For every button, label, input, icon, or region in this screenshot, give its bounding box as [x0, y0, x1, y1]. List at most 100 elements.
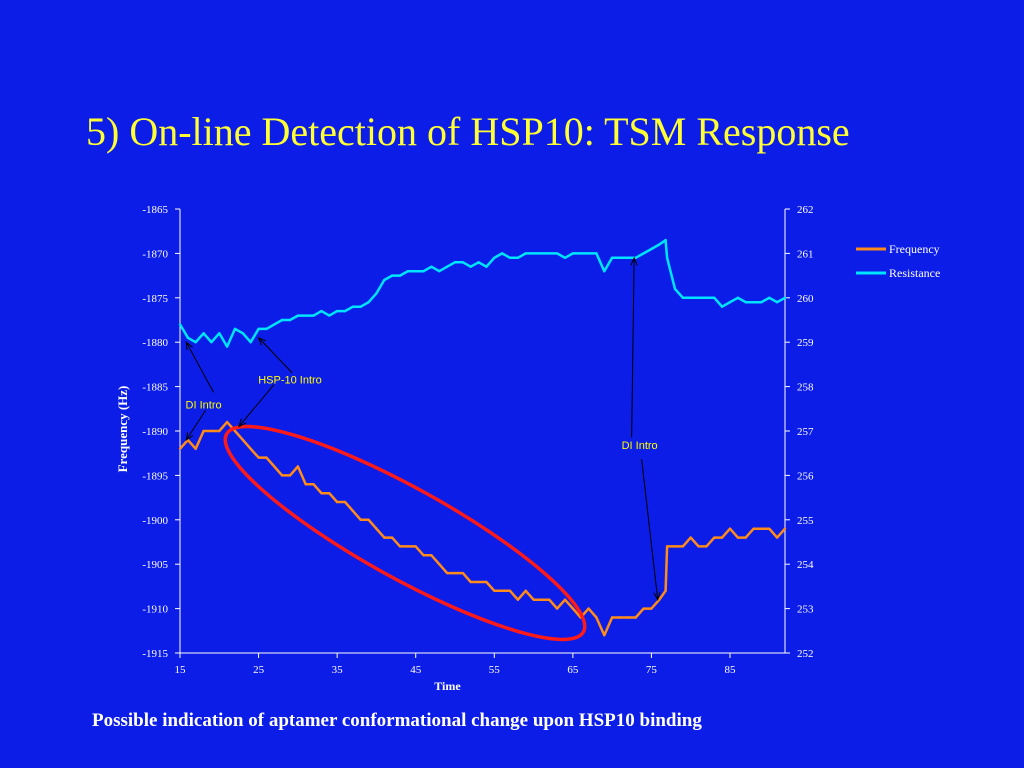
y2-tick-label: 257 — [797, 426, 814, 438]
y2-tick-label: 252 — [797, 648, 814, 660]
data-point-frequency — [736, 536, 740, 539]
data-point-resistance — [524, 252, 527, 255]
data-point-frequency — [225, 420, 229, 424]
data-point-frequency — [398, 545, 402, 548]
y-tick-label: -1905 — [142, 559, 168, 571]
arrow-di-intro-2-frequency — [641, 459, 659, 600]
data-point-frequency — [406, 545, 410, 548]
data-point-resistance — [414, 270, 417, 273]
data-point-resistance — [296, 314, 300, 317]
slide-caption: Possible indication of aptamer conformat… — [92, 710, 702, 731]
data-point-resistance — [477, 261, 480, 264]
data-point-resistance — [257, 327, 260, 331]
y-tick-label: -1880 — [142, 337, 168, 349]
annotation-di-intro-1: DI Intro — [186, 399, 222, 411]
y2-tick-label: 256 — [797, 470, 814, 482]
data-point-resistance — [705, 296, 708, 299]
arrow-di-intro-1-resistance-head — [185, 341, 193, 351]
data-point-resistance — [768, 296, 771, 299]
data-point-frequency — [555, 607, 559, 610]
data-point-resistance — [689, 296, 692, 299]
data-point-resistance — [367, 301, 370, 304]
arrow-di-intro-2-frequency-head — [653, 591, 661, 601]
data-point-frequency — [359, 518, 362, 521]
data-point-resistance — [571, 252, 575, 255]
y2-tick-label: 258 — [797, 382, 814, 394]
data-point-frequency — [563, 598, 567, 601]
data-point-frequency — [445, 571, 449, 575]
data-point-resistance — [595, 252, 598, 255]
data-point-frequency — [610, 616, 614, 619]
data-point-resistance — [359, 305, 362, 308]
data-point-resistance — [328, 314, 331, 317]
data-point-resistance — [500, 252, 504, 255]
data-point-frequency — [233, 429, 237, 433]
highlight-ellipse — [223, 424, 587, 642]
data-point-frequency — [335, 500, 339, 504]
data-point-frequency — [273, 465, 276, 468]
data-point-resistance — [555, 252, 559, 255]
arrow-hsp10-resistance — [258, 337, 293, 373]
data-point-resistance — [280, 318, 284, 322]
data-point-frequency — [728, 527, 732, 530]
y2-tick-label: 254 — [797, 559, 814, 571]
y-tick-label: -1865 — [142, 204, 168, 216]
data-point-resistance — [634, 256, 637, 259]
y-axis-title: Frequency (Hz) — [115, 386, 130, 473]
y2-tick-label: 261 — [797, 248, 814, 260]
arrow-di-intro-2-resistance — [631, 257, 635, 438]
data-point-resistance — [540, 252, 543, 255]
data-point-resistance — [485, 265, 488, 268]
data-point-resistance — [548, 252, 551, 255]
data-point-resistance — [610, 256, 614, 259]
data-point-resistance — [320, 309, 323, 313]
data-point-frequency — [178, 447, 182, 450]
data-point-resistance — [249, 341, 252, 344]
data-point-frequency — [218, 429, 221, 433]
data-point-frequency — [249, 447, 252, 450]
data-point-frequency — [485, 580, 488, 584]
data-point-resistance — [713, 296, 716, 299]
data-point-frequency — [280, 474, 284, 477]
data-point-frequency — [752, 527, 755, 530]
data-point-resistance — [508, 256, 512, 259]
data-point-frequency — [241, 438, 245, 442]
x-tick-label: 85 — [725, 664, 737, 676]
data-point-resistance — [673, 287, 677, 291]
data-point-resistance — [587, 252, 590, 255]
arrow-hsp10-frequency — [238, 384, 275, 427]
data-point-frequency — [367, 518, 370, 521]
data-point-frequency — [304, 483, 307, 486]
data-point-frequency — [500, 589, 504, 592]
x-tick-label: 45 — [410, 664, 422, 676]
data-point-frequency — [713, 536, 716, 539]
data-point-frequency — [469, 580, 472, 584]
data-point-resistance — [398, 274, 402, 277]
x-tick-label: 15 — [175, 664, 187, 676]
y2-tick-label: 253 — [797, 604, 814, 616]
annotation-di-intro-2: DI Intro — [622, 440, 658, 452]
data-point-frequency — [775, 536, 779, 539]
data-point-resistance — [218, 332, 221, 335]
x-axis-title: Time — [434, 679, 461, 693]
data-point-resistance — [664, 238, 667, 242]
data-point-frequency — [673, 545, 677, 548]
data-point-resistance — [658, 243, 661, 246]
data-point-frequency — [210, 429, 213, 433]
data-point-resistance — [516, 256, 520, 259]
arrow-di-intro-2-resistance-head — [630, 256, 638, 266]
data-point-resistance — [760, 301, 763, 304]
data-point-frequency — [453, 571, 457, 575]
data-point-resistance — [343, 309, 347, 313]
data-point-resistance — [453, 261, 457, 264]
data-point-frequency — [664, 589, 667, 592]
data-point-frequency — [618, 616, 622, 619]
data-point-frequency — [414, 545, 417, 548]
data-point-frequency — [744, 536, 747, 539]
y2-tick-label: 262 — [797, 204, 814, 216]
data-point-frequency — [351, 509, 355, 513]
data-point-resistance — [563, 256, 567, 259]
data-point-resistance — [312, 314, 315, 317]
y-tick-label: -1885 — [142, 382, 168, 394]
